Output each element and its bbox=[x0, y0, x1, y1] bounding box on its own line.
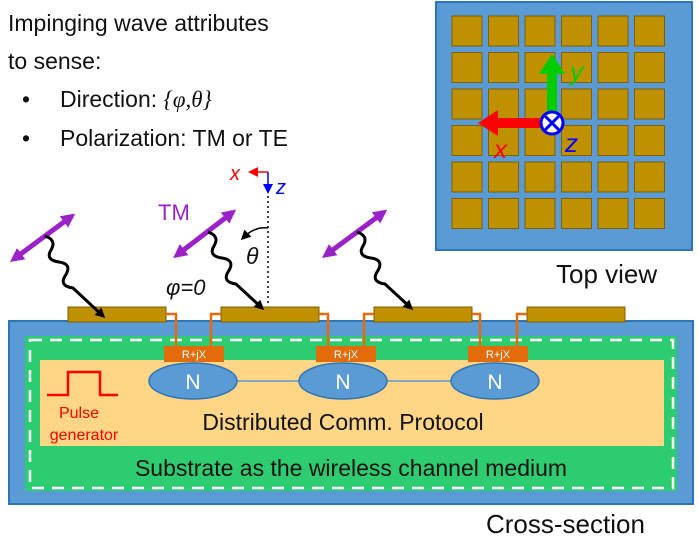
patch-cell bbox=[451, 88, 483, 120]
cross-z-label: z bbox=[275, 177, 286, 199]
patch-cell bbox=[634, 198, 665, 229]
patch-cell bbox=[561, 125, 592, 156]
wave-paths bbox=[44, 230, 414, 319]
intro-line-2: to sense: bbox=[8, 48, 102, 74]
patch-cell bbox=[561, 52, 592, 83]
patch-cell bbox=[488, 161, 519, 193]
y-axis-arrowhead bbox=[539, 54, 565, 74]
patch-cell bbox=[451, 161, 483, 193]
patch-cell bbox=[634, 125, 665, 156]
patch-cell bbox=[597, 161, 629, 193]
attributes-intro: Impinging wave attributes to sense: • Di… bbox=[8, 4, 288, 157]
top-z-label: z bbox=[564, 128, 578, 158]
patch-cell bbox=[524, 15, 556, 47]
patch-cell bbox=[634, 161, 665, 193]
bullet-dot: • bbox=[22, 86, 31, 112]
theta-arc bbox=[240, 226, 269, 241]
protocol-label: Distributed Comm. Protocol bbox=[202, 409, 483, 435]
bullet-direction: • Direction: {φ,θ} bbox=[8, 80, 288, 119]
bullet-polarization: • Polarization: TM or TE bbox=[8, 119, 288, 157]
patch-cell bbox=[451, 15, 483, 47]
cross-section-caption: Cross-section bbox=[486, 509, 645, 539]
patch-cell bbox=[524, 198, 556, 229]
polarization-arrows bbox=[9, 209, 388, 262]
phi-label: φ=0 bbox=[166, 275, 206, 300]
patch-cell bbox=[451, 125, 483, 156]
patch-cell bbox=[597, 15, 629, 47]
substrate-label: Substrate as the wireless channel medium bbox=[135, 455, 567, 481]
impedance-label-3: R+jX bbox=[486, 349, 511, 361]
polarization-label: Polarization: TM or TE bbox=[60, 125, 288, 151]
top-y-label: y bbox=[568, 56, 585, 86]
patch-cell bbox=[597, 52, 629, 83]
patch-cell bbox=[488, 52, 519, 83]
patch-wires bbox=[166, 312, 527, 348]
patch-cell bbox=[488, 198, 519, 229]
theta-label: θ bbox=[246, 243, 259, 269]
xz-axes: x z bbox=[229, 163, 286, 199]
top-view-caption: Top view bbox=[556, 259, 657, 289]
node-label-3: N bbox=[487, 371, 502, 394]
impedance-label-1: R+jX bbox=[182, 349, 207, 361]
cross-x-label: x bbox=[229, 163, 241, 185]
x-axis-arrowhead bbox=[478, 110, 498, 136]
patch-cell bbox=[634, 88, 665, 120]
impedance-boxes: R+jX R+jX R+jX bbox=[164, 346, 528, 362]
surface-patches bbox=[67, 306, 626, 323]
pulse-icon bbox=[47, 370, 118, 397]
pulse-label-2: generator bbox=[50, 427, 119, 444]
top-view-board: x y z bbox=[435, 1, 693, 251]
direction-value: {φ,θ} bbox=[163, 87, 212, 112]
patch-cell bbox=[597, 88, 629, 120]
patch-cell bbox=[488, 15, 519, 47]
patch-cell bbox=[561, 88, 592, 120]
direction-label: Direction: bbox=[60, 86, 164, 112]
patch-cell bbox=[634, 52, 665, 83]
top-x-label: x bbox=[492, 134, 508, 164]
impedance-label-2: R+jX bbox=[334, 349, 359, 361]
tm-label: TM bbox=[158, 200, 190, 225]
patch-cell bbox=[451, 198, 483, 229]
patch-cell bbox=[561, 15, 592, 47]
nodes: N N N bbox=[148, 362, 540, 400]
patch-cell bbox=[524, 161, 556, 193]
node-label-2: N bbox=[335, 371, 350, 394]
patch-cell bbox=[597, 125, 629, 156]
patch-cell bbox=[634, 15, 665, 47]
patch-cell bbox=[451, 52, 483, 83]
bullet-dot: • bbox=[22, 125, 31, 151]
pulse-label-1: Pulse bbox=[59, 405, 99, 422]
patch-cell bbox=[561, 161, 592, 193]
intro-line-1: Impinging wave attributes bbox=[8, 10, 269, 36]
patch-cell bbox=[597, 198, 629, 229]
node-label-1: N bbox=[185, 371, 200, 394]
patch-cell bbox=[561, 198, 592, 229]
